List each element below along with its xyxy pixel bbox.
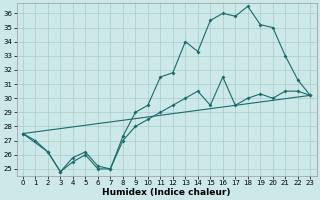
X-axis label: Humidex (Indice chaleur): Humidex (Indice chaleur) — [102, 188, 231, 197]
